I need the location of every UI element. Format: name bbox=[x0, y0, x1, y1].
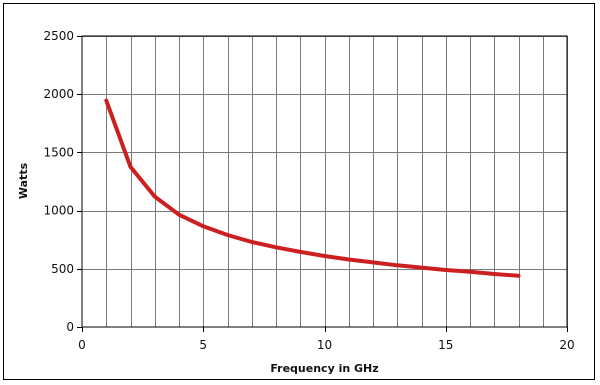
data-point bbox=[129, 165, 132, 169]
y-axis-title: Watts bbox=[17, 162, 30, 199]
data-point bbox=[250, 240, 254, 244]
y-tick-label: 500 bbox=[51, 262, 74, 276]
chart-frame bbox=[3, 3, 595, 380]
data-point bbox=[395, 263, 399, 267]
series bbox=[104, 98, 521, 278]
data-point bbox=[468, 270, 472, 274]
y-tick-label: 1500 bbox=[43, 145, 74, 159]
x-tick-label: 5 bbox=[199, 338, 207, 352]
data-point bbox=[226, 233, 229, 237]
data-point bbox=[153, 195, 157, 199]
data-point bbox=[104, 99, 108, 103]
data-point bbox=[347, 258, 351, 261]
plot-area bbox=[81, 35, 568, 328]
data-point bbox=[492, 272, 496, 276]
data-point bbox=[323, 254, 326, 258]
data-point bbox=[274, 245, 278, 249]
data-point bbox=[177, 213, 181, 217]
y-tick-label: 2000 bbox=[43, 87, 74, 101]
grid bbox=[82, 36, 568, 327]
x-tick-label: 0 bbox=[78, 338, 86, 352]
data-point bbox=[201, 224, 205, 228]
y-tick-label: 1000 bbox=[43, 204, 74, 218]
data-point bbox=[420, 266, 423, 270]
data-point bbox=[371, 260, 375, 264]
axis-ticks: 0 5 10 15 20 0 500 1000 1500 2000 2500 bbox=[43, 29, 574, 352]
series-line bbox=[104, 98, 521, 278]
x-axis-title: Frequency in GHz bbox=[270, 362, 378, 375]
data-point bbox=[517, 274, 520, 278]
x-tick-label: 20 bbox=[559, 338, 574, 352]
data-point bbox=[298, 250, 302, 254]
x-tick-label: 15 bbox=[438, 338, 453, 352]
data-point bbox=[444, 268, 448, 272]
y-tick-label: 0 bbox=[66, 320, 74, 334]
x-tick-label: 10 bbox=[317, 338, 332, 352]
y-tick-label: 2500 bbox=[43, 29, 74, 43]
